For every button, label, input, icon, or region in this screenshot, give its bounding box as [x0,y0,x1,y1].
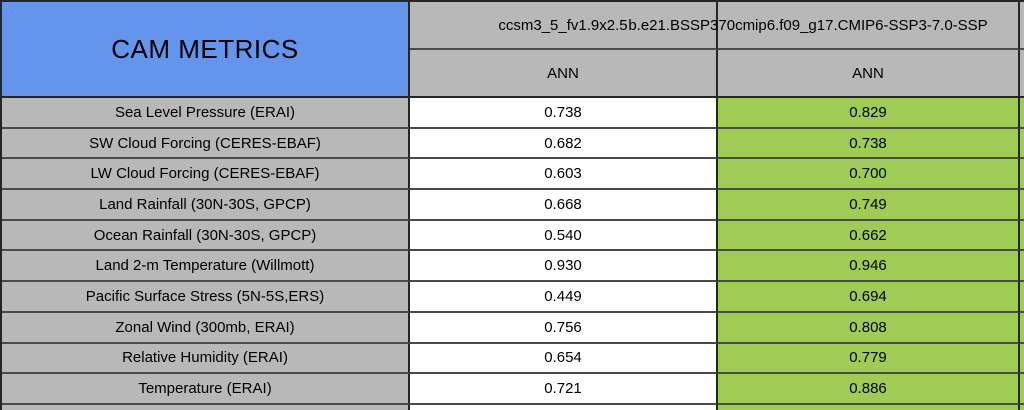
row-land-rainfall-label: Land Rainfall (30N-30S, GPCP) [2,190,410,221]
row-land-2m-temperature-label: Land 2-m Temperature (Willmott) [2,251,410,283]
partial-row-run2 [718,404,1020,410]
metric-value: 0.808 [849,318,887,336]
season-header-1: ANN [410,50,718,98]
partial-row-label [2,404,410,410]
row-edge-sliver [1020,282,1024,313]
model-header-2: b.e21.BSSP370cmip6.f09_g17.CMIP6-SSP3-7.… [628,2,1020,50]
row-edge-sliver [1020,98,1024,129]
table-title-cell: CAM METRICS [2,2,410,98]
row-sea-level-pressure-label: Sea Level Pressure (ERAI) [2,98,410,129]
metric-label: Land Rainfall (30N-30S, GPCP) [99,195,311,213]
metric-label: Ocean Rainfall (30N-30S, GPCP) [93,226,317,244]
row-sea-level-pressure-run2: 0.829 [718,98,1020,129]
table-title: CAM METRICS [111,34,299,64]
header-edge-sliver [1020,50,1024,98]
row-temperature-run1: 0.721 [410,374,718,405]
row-land-rainfall-run1: 0.668 [410,190,718,221]
row-lw-cloud-forcing-run1: 0.603 [410,159,718,191]
metric-value: 0.449 [544,287,582,305]
row-sea-level-pressure-run1: 0.738 [410,98,718,129]
metric-label: Land 2-m Temperature (Willmott) [95,257,315,275]
row-edge-sliver [1020,312,1024,344]
row-edge-sliver [1020,128,1024,160]
row-land-2m-temperature-run1: 0.930 [410,251,718,283]
metric-label: Zonal Wind (300mb, ERAI) [115,318,295,336]
metric-value: 0.738 [849,134,887,152]
model-header-1: ccsm3_5_fv1.9x2.5 [410,2,718,50]
metric-value: 0.930 [544,257,582,275]
metric-label: Relative Humidity (ERAI) [122,349,288,367]
row-lw-cloud-forcing-label: LW Cloud Forcing (CERES-EBAF) [2,159,410,191]
metric-label: LW Cloud Forcing (CERES-EBAF) [90,165,320,183]
row-pacific-surface-stress-run2: 0.694 [718,282,1020,313]
metric-value: 0.886 [849,380,887,398]
metric-value: 0.682 [544,134,582,152]
row-edge-sliver [1020,251,1024,283]
metric-value: 0.540 [544,226,582,244]
metric-value: 0.662 [849,226,887,244]
metric-value: 0.779 [849,349,887,367]
row-lw-cloud-forcing-run2: 0.700 [718,159,1020,191]
metric-value: 0.829 [849,103,887,121]
row-sw-cloud-forcing-label: SW Cloud Forcing (CERES-EBAF) [2,128,410,160]
metric-value: 0.694 [849,287,887,305]
season-header-1-label: ANN [547,64,579,82]
row-edge-sliver [1020,190,1024,221]
metric-value: 0.603 [544,165,582,183]
season-header-2-label: ANN [852,64,884,82]
row-sw-cloud-forcing-run1: 0.682 [410,128,718,160]
row-edge-sliver [1020,159,1024,191]
season-header-2: ANN [718,50,1020,98]
metric-label: Temperature (ERAI) [138,380,272,398]
metric-value: 0.749 [849,195,887,213]
row-zonal-wind-label: Zonal Wind (300mb, ERAI) [2,312,410,344]
metric-label: Sea Level Pressure (ERAI) [114,103,296,121]
row-land-rainfall-run2: 0.749 [718,190,1020,221]
row-ocean-rainfall-label: Ocean Rainfall (30N-30S, GPCP) [2,220,410,252]
model-header-2-label: b.e21.BSSP370cmip6.f09_g17.CMIP6-SSP3-7.… [628,16,988,34]
row-temperature-run2: 0.886 [718,374,1020,405]
metric-value: 0.946 [849,257,887,275]
metric-label: SW Cloud Forcing (CERES-EBAF) [89,134,321,152]
row-zonal-wind-run1: 0.756 [410,312,718,344]
row-land-2m-temperature-run2: 0.946 [718,251,1020,283]
row-temperature-label: Temperature (ERAI) [2,374,410,405]
metric-value: 0.668 [544,195,582,213]
row-pacific-surface-stress-label: Pacific Surface Stress (5N-5S,ERS) [2,282,410,313]
row-relative-humidity-run1: 0.654 [410,343,718,375]
row-relative-humidity-run2: 0.779 [718,343,1020,375]
row-edge-sliver [1020,220,1024,252]
metric-value: 0.700 [849,165,887,183]
header-edge-sliver [1020,2,1024,50]
partial-row-run1 [410,404,718,410]
metric-value: 0.738 [544,103,582,121]
row-pacific-surface-stress-run1: 0.449 [410,282,718,313]
metric-value: 0.721 [544,380,582,398]
row-edge-sliver [1020,343,1024,375]
metric-value: 0.654 [544,349,582,367]
row-ocean-rainfall-run2: 0.662 [718,220,1020,252]
row-edge-sliver [1020,374,1024,405]
metric-value: 0.756 [544,318,582,336]
row-relative-humidity-label: Relative Humidity (ERAI) [2,343,410,375]
row-zonal-wind-run2: 0.808 [718,312,1020,344]
row-sw-cloud-forcing-run2: 0.738 [718,128,1020,160]
partial-row-edge-sliver [1020,404,1024,410]
row-ocean-rainfall-run1: 0.540 [410,220,718,252]
metric-label: Pacific Surface Stress (5N-5S,ERS) [85,287,325,305]
model-header-1-label: ccsm3_5_fv1.9x2.5 [498,16,628,34]
